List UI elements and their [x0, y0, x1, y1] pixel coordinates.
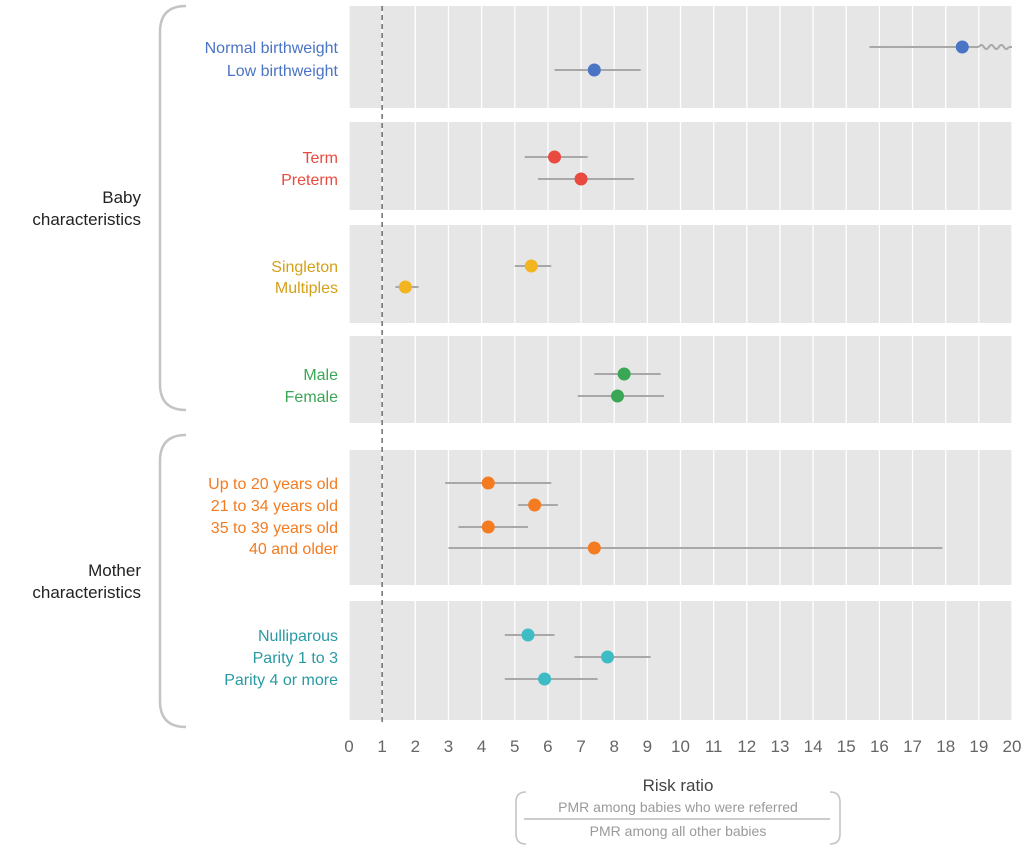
x-tick-label: 11: [705, 737, 723, 756]
x-tick-label: 5: [510, 737, 519, 756]
x-tick-label: 0: [344, 737, 353, 756]
point-estimate: [574, 172, 588, 186]
x-tick-label: 3: [444, 737, 453, 756]
point-estimate: [538, 672, 552, 686]
x-tick-label: 10: [671, 737, 690, 756]
row-label: Parity 4 or more: [224, 672, 338, 689]
point-estimate: [528, 498, 542, 512]
x-tick-label: 16: [870, 737, 889, 756]
group-label: Mother characteristics: [32, 561, 141, 602]
point-estimate: [398, 280, 412, 294]
x-tick-label: 18: [936, 737, 955, 756]
row-label: Term: [302, 150, 338, 167]
x-tick-label: 14: [804, 737, 823, 756]
group-bracket: [158, 433, 187, 729]
row-label: Nulliparous: [258, 628, 338, 645]
row-label: Low birthweight: [227, 63, 339, 80]
chart-marks: [395, 40, 1012, 686]
x-tick-label: 20: [1003, 737, 1022, 756]
row-label: Singleton: [271, 259, 338, 276]
group-label: Baby characteristics: [32, 188, 141, 229]
ci-truncation-squiggle: [978, 44, 1010, 50]
row-labels: Normal birthweight Low birthweight Term Pre…: [205, 40, 339, 689]
x-tick-label: 12: [737, 737, 756, 756]
x-tick-label: 2: [411, 737, 420, 756]
x-tick-label: 7: [576, 737, 585, 756]
x-tick-label: 15: [837, 737, 856, 756]
x-tick-label: 1: [377, 737, 386, 756]
point-estimate: [601, 650, 615, 664]
row-label: Up to 20 years old: [208, 476, 338, 493]
point-estimate: [955, 40, 969, 54]
row-label: 40 and older: [249, 541, 339, 558]
row-label: Normal birthweight: [205, 40, 339, 57]
point-estimate: [548, 150, 562, 164]
row-label: 35 to 39 years old: [211, 520, 338, 537]
point-estimate: [481, 476, 495, 490]
point-estimate: [611, 389, 625, 403]
formula-left-brace: [515, 791, 527, 845]
row-label: Multiples: [275, 280, 338, 297]
x-tick-label: 8: [609, 737, 618, 756]
row-label: Preterm: [281, 172, 338, 189]
x-axis-formula: PMR among babies who were referred PMR a…: [515, 791, 841, 845]
point-estimate: [521, 628, 535, 642]
x-tick-label: 4: [477, 737, 486, 756]
point-estimate: [587, 541, 601, 555]
x-tick-label: 17: [903, 737, 922, 756]
point-estimate: [524, 259, 538, 273]
row-label: 21 to 34 years old: [211, 498, 338, 515]
row-label: Female: [285, 389, 338, 406]
point-estimate: [481, 520, 495, 534]
x-axis-title: Risk ratio: [643, 776, 714, 795]
point-estimate: [617, 367, 631, 381]
formula-right-brace: [829, 791, 841, 845]
row-label: Male: [303, 367, 338, 384]
x-tick-labels: 0 1 2 3 4 5 6 7 8 9 10 11 12 13 14 15 16 17 18 19 20: [344, 737, 1021, 756]
formula-numerator: PMR among babies who were referred: [558, 799, 798, 815]
group-brackets: Baby characteristics Mother characteristics: [32, 4, 187, 729]
gridlines: [348, 6, 1013, 720]
x-tick-label: 19: [969, 737, 988, 756]
group-bracket: [158, 4, 187, 412]
x-tick-label: 9: [643, 737, 652, 756]
x-tick-label: 6: [543, 737, 552, 756]
point-estimate: [587, 63, 601, 77]
row-label: Parity 1 to 3: [253, 650, 338, 667]
x-tick-label: 13: [770, 737, 789, 756]
formula-denominator: PMR among all other babies: [590, 823, 767, 839]
